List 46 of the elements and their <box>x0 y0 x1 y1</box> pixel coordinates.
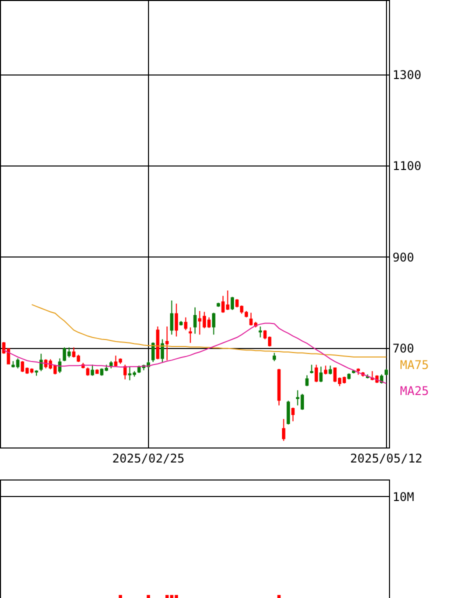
series-label: MA25 <box>400 384 429 398</box>
candlestick <box>230 296 234 311</box>
candlestick <box>324 365 328 375</box>
y-tick-label: 700 <box>392 342 414 356</box>
line-series <box>3 322 387 384</box>
candlestick <box>384 368 388 376</box>
candlestick <box>95 368 99 374</box>
candlestick <box>160 338 164 363</box>
candlestick <box>216 302 220 308</box>
candlestick <box>86 366 90 376</box>
candlestick <box>123 364 127 380</box>
candlestick <box>258 326 262 338</box>
candlestick <box>67 346 71 358</box>
candlestick <box>90 364 94 376</box>
candlestick <box>109 360 113 369</box>
candlestick <box>328 365 332 375</box>
candlestick <box>34 370 38 376</box>
candlestick <box>188 326 192 344</box>
candlestick <box>310 364 314 374</box>
candlestick <box>39 353 43 372</box>
candlestick <box>170 300 174 336</box>
candlestick <box>291 407 295 422</box>
candlestick <box>356 368 360 376</box>
candlestick <box>277 368 281 406</box>
y-tick-label: 10M <box>392 490 414 504</box>
candlestick <box>282 418 286 442</box>
candlestick <box>314 364 318 383</box>
candlestick <box>174 303 178 337</box>
candlestick <box>319 366 323 383</box>
y-tick-label: 900 <box>392 250 414 264</box>
candlestick <box>58 358 62 374</box>
candlestick <box>193 306 197 334</box>
candlestick <box>184 316 188 331</box>
candlestick <box>212 312 216 336</box>
x-tick-label: 2025/02/25 <box>112 452 185 466</box>
candlestick <box>347 372 351 380</box>
y-tick-label: 1300 <box>392 68 422 82</box>
candlestick <box>165 326 169 361</box>
y-tick-label: 1100 <box>392 159 422 174</box>
candlestick <box>272 352 276 362</box>
candlestick <box>156 326 160 360</box>
line-series <box>31 304 387 358</box>
series-label: MA75 <box>400 358 429 372</box>
candlestick <box>305 374 309 387</box>
x-tick-label: 2025/05/12 <box>350 452 422 466</box>
candlestick <box>286 400 290 425</box>
